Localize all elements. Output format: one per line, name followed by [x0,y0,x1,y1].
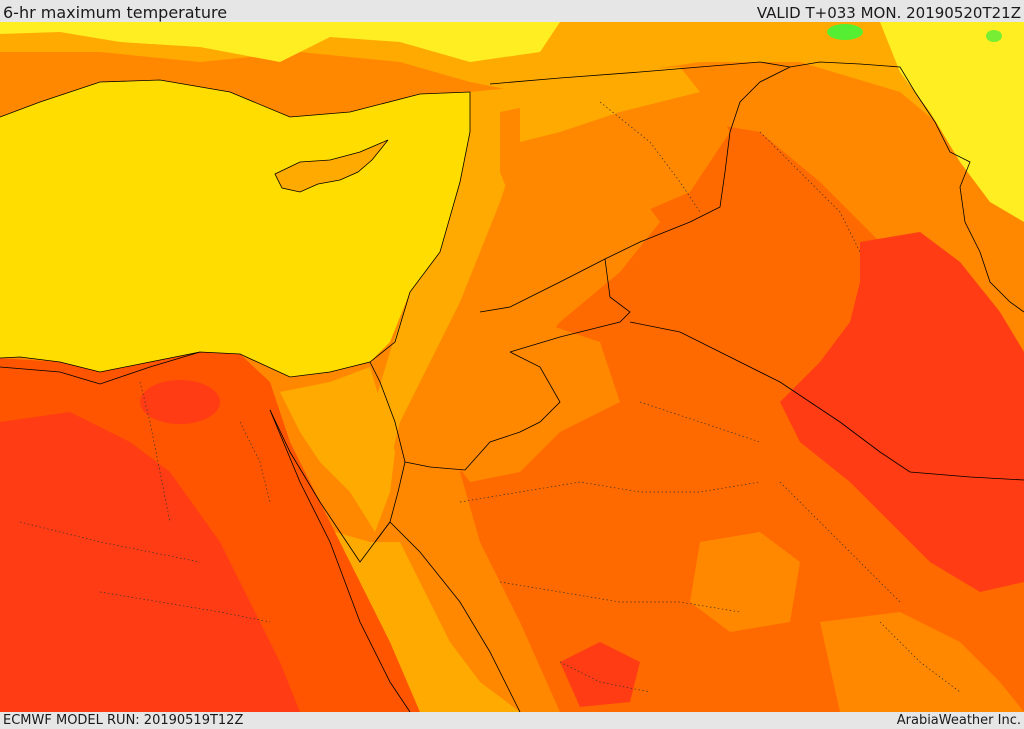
header-bar: 6-hr maximum temperature VALID T+033 MON… [0,0,1024,22]
green-patch-1 [827,24,863,40]
admin-boundaries [19,101,961,693]
map-title: 6-hr maximum temperature [3,3,228,22]
country-borders [0,61,1024,543]
valid-time: VALID T+033 MON. 20190520T21Z [756,4,1021,22]
saudi-red-1 [560,642,640,707]
temperature-map [0,22,1024,712]
saudi-orange-1 [690,532,800,632]
north-yellow-patches [0,22,560,62]
saudi-orange-2 [820,612,1024,712]
egypt-red-blob [140,380,220,424]
jordan-orange [440,322,620,482]
green-patch-2 [986,30,1002,42]
credit-label: ArabiaWeather Inc. [896,713,1021,728]
sinai-light [280,367,395,532]
coastlines [0,79,521,712]
model-run-label: ECMWF MODEL RUN: 20190519T12Z [3,713,244,728]
north-warm-band [0,22,1024,162]
syria-light [520,67,700,142]
egypt-red-core [0,412,300,712]
cyprus [274,139,389,193]
footer-bar: ECMWF MODEL RUN: 20190519T12Z ArabiaWeat… [0,712,1024,729]
red-sea [335,532,520,712]
temperature-map-svg [0,22,1024,712]
iraq-red [780,232,1024,592]
north-yellow-east [880,22,1024,222]
levant-coast [375,87,520,462]
